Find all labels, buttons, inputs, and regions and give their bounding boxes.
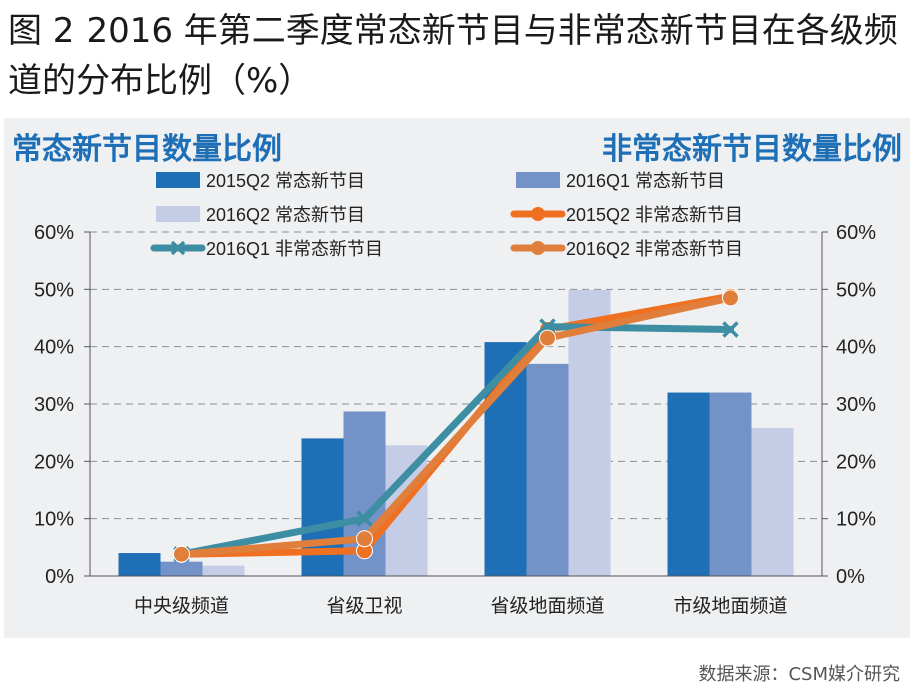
y-tick-label: 0% [45,566,74,588]
line-point [722,321,739,338]
line-point [356,530,373,548]
series-line [178,294,734,558]
y2-tick-label: 0% [836,566,865,588]
x-category-label: 市级地面频道 [673,595,787,617]
legend-marker [531,207,545,221]
legend-label: 2016Q1 非常态新节目 [206,239,383,259]
line-point [173,545,190,563]
y-tick-label: 30% [34,394,74,416]
figure-title-text: 2016 年第二季度常态新节目与非常态新节目在各级频道的分布比例（%） [8,11,898,101]
bar [202,565,245,576]
y2-tick-label: 30% [836,394,876,416]
chart-area: 常态新节目数量比例 非常态新节目数量比例 0% 0% 10% 10% 20% 20% 30%… [4,118,910,638]
bar-layer [118,289,794,576]
chart-subtitle-left: 常态新节目数量比例 [12,132,282,167]
legend-label: 2015Q2 常态新节目 [206,171,365,191]
bar [118,553,161,576]
legend-layer: 2015Q2 常态新节目 2016Q1 常态新节目 2016Q2 常态新节目 2015… [150,171,743,259]
legend-label: 2016Q2 非常态新节目 [566,239,743,259]
bar [301,438,344,576]
legend-label: 2015Q2 非常态新节目 [566,205,743,225]
y-tick-label: 10% [34,509,74,531]
chart-subtitle-right: 非常态新节目数量比例 [602,132,902,167]
legend-swatch [516,172,560,188]
y2-tick-label: 60% [836,222,876,244]
bar [667,392,710,576]
x-category-label: 中央级频道 [134,595,229,617]
bar [751,428,794,576]
legend-marker [170,240,186,256]
y-tick-label: 50% [34,279,74,301]
y2-tick-label: 50% [836,279,876,301]
line-point [722,289,739,307]
bar [709,392,752,576]
x-category-label: 省级地面频道 [490,595,604,617]
bar [526,363,569,576]
y-tick-label: 40% [34,337,74,359]
figure-label: 图 2 [8,11,75,51]
bar [160,561,203,576]
y2-tick-label: 20% [836,451,876,473]
data-source: 数据来源：CSM媒介研究 [698,664,900,685]
y-tick-label: 60% [34,222,74,244]
figure-title: 图 2 2016 年第二季度常态新节目与非常态新节目在各级频道的分布比例（%） [8,6,908,106]
legend-swatch [156,206,200,222]
line-layer [173,287,739,563]
legend-label: 2016Q2 常态新节目 [206,205,365,225]
bar [568,289,611,576]
y-tick-label: 20% [34,451,74,473]
legend-marker [531,241,545,255]
axis-layer: 0% 0% 10% 10% 20% 20% 30% 30% 40% 40% 50% 50% 60% 60%… [34,222,876,617]
legend-swatch [156,172,200,188]
line-point [539,329,556,347]
x-category-label: 省级卫视 [326,595,402,617]
y2-tick-label: 10% [836,509,876,531]
line-point [356,510,373,527]
legend-label: 2016Q1 常态新节目 [566,171,725,191]
y2-tick-label: 40% [836,337,876,359]
series-line [178,323,734,558]
chart-svg: 0% 0% 10% 10% 20% 20% 30% 30% 40% 40% 50% 50% 60% 60%… [34,171,876,617]
grid-layer [90,231,822,520]
